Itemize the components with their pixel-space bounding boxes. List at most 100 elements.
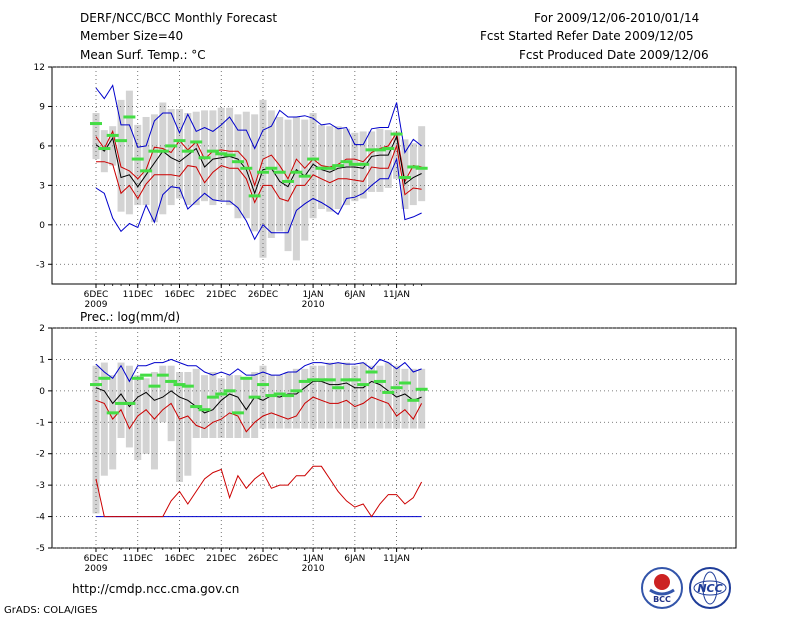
ensemble-box xyxy=(142,116,150,206)
plot-frame xyxy=(51,327,737,549)
ensemble-box xyxy=(301,119,309,241)
ensemble-box xyxy=(92,365,100,514)
observed-mark xyxy=(215,392,228,396)
observed-mark xyxy=(390,132,403,136)
observed-mark xyxy=(231,160,244,164)
observed-mark xyxy=(307,157,320,161)
ncc-logo: NCC xyxy=(689,567,731,609)
ensemble-box xyxy=(176,372,183,482)
ensemble-box xyxy=(159,102,167,215)
ensemble-box xyxy=(259,99,267,258)
observed-mark xyxy=(323,166,336,170)
ensemble-box xyxy=(301,368,309,429)
xtick-label: 6DEC xyxy=(84,290,109,300)
observed-mark xyxy=(332,386,345,390)
ensemble-box xyxy=(409,143,417,206)
observed-mark xyxy=(140,169,153,173)
ensemble-box xyxy=(343,362,350,429)
observed-mark xyxy=(323,378,336,382)
ytick-label: -5 xyxy=(36,544,45,554)
observed-mark xyxy=(348,378,361,382)
ensemble-box xyxy=(100,362,108,476)
ensemble-box xyxy=(242,378,250,438)
observed-mark xyxy=(240,166,253,170)
observed-mark xyxy=(115,401,128,405)
ytick-label: 3 xyxy=(39,181,45,191)
bcc-logo-text: BCC xyxy=(653,595,671,604)
ensemble-box xyxy=(276,116,284,232)
xtick-label: 1JAN xyxy=(303,290,324,300)
observed-mark xyxy=(198,408,211,412)
ensemble-box xyxy=(209,110,217,206)
ytick-label: 1 xyxy=(39,355,45,365)
plot-frame xyxy=(51,66,737,285)
observed-mark xyxy=(90,122,102,126)
ensemble-box xyxy=(234,114,242,219)
lower-quartile-line xyxy=(95,465,423,518)
forecast-produced: Fcst Produced Date 2009/12/06 xyxy=(519,48,709,62)
observed-mark xyxy=(173,139,186,143)
ensemble-box xyxy=(251,114,259,232)
lower-envelope-line xyxy=(95,157,422,241)
observed-mark xyxy=(407,165,420,169)
observed-mark xyxy=(240,376,253,380)
ensemble-box xyxy=(376,128,384,192)
ensemble-box xyxy=(242,111,250,219)
ytick-label: 9 xyxy=(39,102,45,112)
xtick-label: 6DEC xyxy=(84,554,109,564)
ensemble-box xyxy=(401,368,409,429)
observed-mark xyxy=(415,387,428,391)
xtick-label: 11JAN xyxy=(383,554,410,564)
ytick-label: -2 xyxy=(36,450,45,460)
xtick-year-label: 2010 xyxy=(302,564,325,574)
observed-mark xyxy=(307,378,320,382)
observed-mark xyxy=(265,394,278,398)
ytick-label: -3 xyxy=(36,260,45,270)
observed-mark xyxy=(315,166,328,170)
ensemble-box xyxy=(384,362,392,429)
ensemble-box xyxy=(184,113,192,206)
observed-mark xyxy=(332,164,345,168)
member-size: Member Size=40 xyxy=(80,29,184,43)
observed-mark xyxy=(373,379,386,383)
ensemble-box xyxy=(359,362,367,429)
ncc-logo-text: NCC xyxy=(697,582,722,595)
observed-mark xyxy=(156,373,169,377)
ensemble-box xyxy=(276,375,284,429)
xtick-label: 11JAN xyxy=(383,290,410,300)
ensemble-box xyxy=(150,372,158,470)
lower-quartile-line xyxy=(96,143,422,204)
ensemble-box xyxy=(117,362,125,438)
observed-mark xyxy=(131,376,144,380)
observed-mark xyxy=(123,401,136,405)
observed-mark xyxy=(165,379,178,383)
ensemble-box xyxy=(117,99,125,212)
ensemble-box xyxy=(134,375,142,460)
observed-mark xyxy=(190,405,203,409)
ytick-label: 0 xyxy=(39,387,45,397)
xtick-label: 11DEC xyxy=(123,290,153,300)
observed-mark xyxy=(407,398,420,402)
precip-subtitle: Prec.: log(mm/d) xyxy=(80,310,181,324)
observed-mark xyxy=(123,115,136,119)
observed-mark xyxy=(398,175,411,179)
observed-mark xyxy=(265,166,278,170)
ensemble-box xyxy=(418,126,426,202)
ensemble-box xyxy=(201,375,209,438)
ensemble-box xyxy=(409,368,417,429)
upper-envelope-line xyxy=(95,358,422,383)
chart-title: DERF/NCC/BCC Monthly Forecast xyxy=(80,11,278,25)
ytick-label: 2 xyxy=(39,324,45,334)
ensemble-mean-line xyxy=(95,135,422,195)
ensemble-box xyxy=(259,365,267,429)
ensemble-box xyxy=(159,365,167,423)
ensemble-box xyxy=(368,131,376,192)
observed-mark xyxy=(298,174,311,178)
observed-mark xyxy=(181,149,194,153)
xtick-label: 16DEC xyxy=(164,290,194,300)
ensemble-box xyxy=(234,375,242,438)
footer-url[interactable]: http://cmdp.ncc.cma.gov.cn xyxy=(72,582,240,596)
observed-mark xyxy=(290,170,303,174)
